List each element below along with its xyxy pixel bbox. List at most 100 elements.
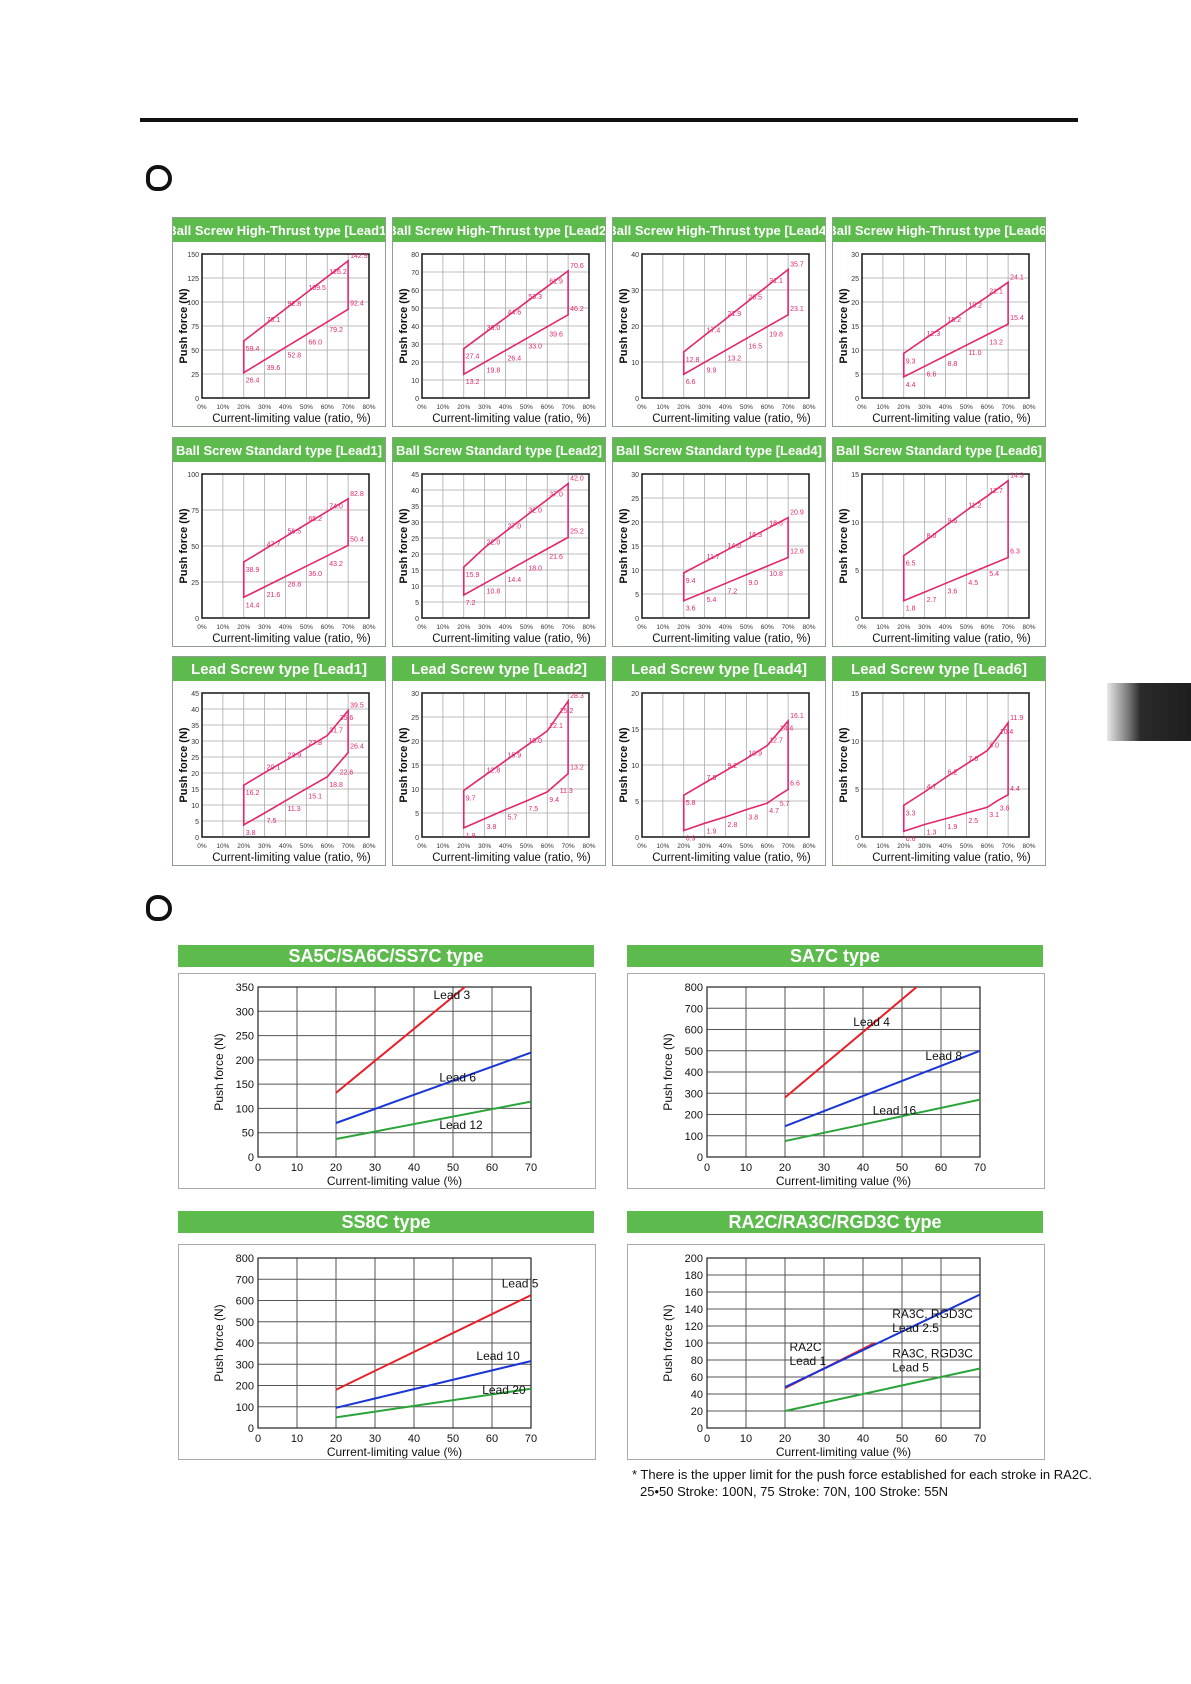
y-tick-label: 0 xyxy=(855,396,859,403)
small-chart-svg: Lead Screw type [Lead6] 0 5 10 15 0% 10% 20% 30%… xyxy=(833,657,1045,864)
upper-data-label: 74.0 xyxy=(329,503,343,510)
lower-data-point xyxy=(242,824,245,826)
lower-data-point xyxy=(745,337,748,340)
chart-title-bar xyxy=(173,438,385,462)
lower-data-label: 5.7 xyxy=(780,801,790,808)
upper-data-point xyxy=(1007,721,1009,724)
small-chart-panel: Ball Screw High-Thrust type [Lead2] 0 10 20… xyxy=(392,217,606,427)
x-tick-label: 70% xyxy=(782,624,795,631)
y-tick-label: 400 xyxy=(685,1067,703,1079)
x-tick-label: 80% xyxy=(802,404,815,411)
upper-data-point xyxy=(326,734,329,737)
upper-data-label: 9.3 xyxy=(906,358,916,365)
y-tick-label: 200 xyxy=(685,1110,703,1122)
small-chart-svg: Lead Screw type [Lead1] 0 5 10 15 20 25 30 35 40 4… xyxy=(173,657,385,864)
x-tick-label: 0% xyxy=(857,404,867,411)
upper-data-point xyxy=(965,309,968,312)
plot-frame xyxy=(421,692,590,838)
x-tick-label: 20 xyxy=(330,1433,342,1445)
y-axis-label: Push force (N) xyxy=(618,288,630,364)
upper-data-label: 18.2 xyxy=(968,303,982,310)
y-tick-label: 25 xyxy=(411,715,419,722)
x-tick-label: 30% xyxy=(918,843,931,850)
chapter-side-tab xyxy=(1107,683,1191,741)
y-tick-label: 200 xyxy=(685,1253,703,1265)
x-tick-label: 70% xyxy=(562,404,575,411)
large-chart-title: SA7C type xyxy=(627,945,1043,967)
series-line-blue xyxy=(784,1049,980,1128)
y-tick-label: 700 xyxy=(685,1003,703,1015)
y-tick-label: 50 xyxy=(191,348,199,355)
y-tick-label: 120 xyxy=(685,1321,703,1333)
x-tick-label: 20% xyxy=(897,843,910,850)
small-chart-svg: Ball Screw High-Thrust type [Lead2] 0 10 20… xyxy=(393,218,605,425)
upper-data-point xyxy=(284,535,287,538)
upper-data-point xyxy=(1007,281,1009,284)
small-chart-svg: Ball Screw Standard type [Lead2] 0 5 10 15 20… xyxy=(393,438,605,645)
lower-data-label: 1.8 xyxy=(906,606,916,613)
footnote-line-1: * There is the upper limit for the push … xyxy=(632,1467,1093,1482)
x-tick-label: 50% xyxy=(960,404,973,411)
lower-data-point xyxy=(242,371,245,374)
x-tick-label: 70% xyxy=(782,843,795,850)
y-tick-label: 30 xyxy=(851,252,859,259)
y-tick-label: 0 xyxy=(855,835,859,842)
y-tick-label: 20 xyxy=(411,739,419,746)
y-tick-label: 400 xyxy=(236,1338,254,1350)
y-tick-label: 70 xyxy=(411,270,419,277)
plot-frame xyxy=(706,1257,981,1429)
upper-data-label: 92.8 xyxy=(288,301,302,308)
x-tick-label: 40 xyxy=(408,1433,420,1445)
lower-data-label: 4.4 xyxy=(1010,786,1020,793)
y-axis-label: Push force (N) xyxy=(398,727,410,803)
upper-data-point xyxy=(546,285,549,288)
y-tick-label: 140 xyxy=(685,1304,703,1316)
upper-data-point xyxy=(996,736,999,738)
y-tick-label: 300 xyxy=(236,1359,254,1371)
lower-data-point xyxy=(284,575,287,578)
series-label: Lead 3 xyxy=(434,988,471,1002)
lower-data-point xyxy=(525,337,528,340)
lower-data-point xyxy=(263,359,266,361)
y-tick-label: 30 xyxy=(631,288,639,295)
upper-data-point xyxy=(745,757,748,760)
upper-data-point xyxy=(986,495,989,497)
upper-data-label: 76.1 xyxy=(267,317,281,324)
lower-data-point xyxy=(567,314,569,316)
x-tick-label: 10% xyxy=(876,843,889,850)
x-tick-label: 10% xyxy=(656,404,669,411)
x-tick-label: 30 xyxy=(369,1433,381,1445)
upper-data-label: 8.0 xyxy=(927,533,937,540)
small-chart-panel: Lead Screw type [Lead6] 0 5 10 15 0% 10% 20% 30%… xyxy=(832,656,1046,866)
upper-data-point xyxy=(682,572,685,574)
lower-data-point xyxy=(305,565,308,567)
x-axis-label: Current-limiting value (ratio, %) xyxy=(872,633,1031,645)
y-tick-label: 0 xyxy=(635,616,639,623)
lower-data-point xyxy=(263,586,266,588)
lower-data-point xyxy=(504,808,507,811)
footnote: * There is the upper limit for the push … xyxy=(632,1466,1191,1500)
x-tick-label: 40% xyxy=(279,843,292,850)
upper-data-label: 16.2 xyxy=(246,790,260,797)
x-tick-label: 20% xyxy=(457,404,470,411)
lower-data-point xyxy=(682,599,685,602)
lower-data-point xyxy=(902,599,905,602)
chart-title: Ball Screw High-Thrust type [Lead6] xyxy=(833,223,1045,238)
y-tick-label: 700 xyxy=(236,1274,254,1286)
series-label: RA3C, RGD3C xyxy=(892,1347,973,1361)
plot-frame xyxy=(201,692,370,838)
x-axis-label: Current-limiting value (ratio, %) xyxy=(652,852,811,864)
y-tick-label: 75 xyxy=(191,508,199,515)
y-axis-label: Push force (N) xyxy=(661,1033,675,1110)
large-chart-svg: 0 100 200 300 400 500 600 700 800 0 10 20 30 40 50 60 70… xyxy=(212,1253,539,1459)
y-tick-label: 100 xyxy=(685,1338,703,1350)
lower-data-label: 39.6 xyxy=(267,365,281,372)
x-tick-label: 50 xyxy=(447,1433,459,1445)
series-line-blue xyxy=(335,1051,531,1124)
x-axis-label: Current-limiting value (ratio, %) xyxy=(212,852,371,864)
plot-frame xyxy=(201,473,370,619)
chart-title-bar xyxy=(173,218,385,242)
y-tick-label: 35 xyxy=(411,504,419,511)
x-tick-label: 60% xyxy=(761,404,774,411)
upper-data-label: 12.8 xyxy=(686,357,700,364)
